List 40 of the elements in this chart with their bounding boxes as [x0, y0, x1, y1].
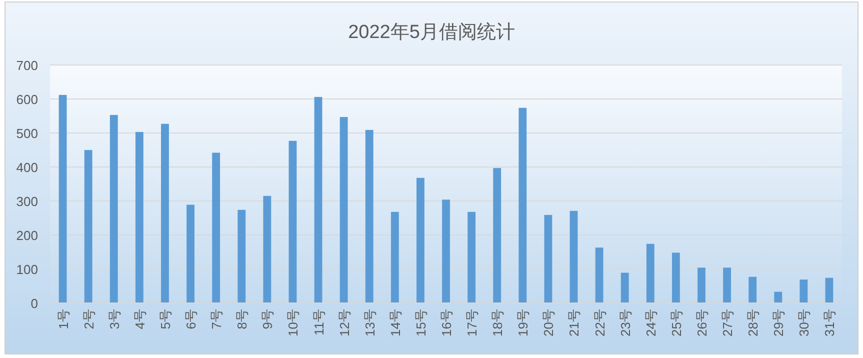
- x-tick-label: 1号: [56, 309, 71, 330]
- x-tick-label: 30号: [796, 309, 812, 336]
- x-tick-label: 19号: [516, 309, 531, 336]
- x-tick-label: 28号: [746, 309, 761, 336]
- x-tick-label: 18号: [490, 309, 506, 336]
- y-tick-label: 100: [16, 262, 38, 277]
- x-tick-label: 7号: [209, 309, 224, 330]
- x-tick-label: 8号: [234, 309, 250, 330]
- chart-title: 2022年5月借阅统计: [348, 22, 515, 43]
- x-tick-label: 27号: [720, 309, 736, 336]
- x-tick-label: 9号: [260, 309, 276, 330]
- x-tick-label: 6号: [184, 309, 199, 330]
- x-tick-label: 21号: [566, 309, 582, 336]
- x-tick-label: 3号: [106, 309, 122, 330]
- x-tick-label: 10号: [286, 309, 301, 336]
- y-tick-label: 300: [16, 194, 38, 209]
- x-tick-label: 13号: [362, 309, 378, 336]
- x-tick-label: 23号: [618, 309, 633, 336]
- y-tick-label: 700: [16, 58, 38, 73]
- x-tick-label: 31号: [822, 309, 838, 336]
- x-tick-label: 25号: [668, 309, 684, 336]
- x-tick-label: 26号: [694, 309, 710, 336]
- x-tick-label: 24号: [643, 309, 658, 336]
- x-tick-label: 4号: [132, 309, 148, 330]
- x-tick-label: 5号: [158, 309, 173, 330]
- x-tick-label: 20号: [541, 309, 556, 336]
- y-tick-label: 500: [16, 126, 38, 141]
- y-tick-label: 400: [16, 160, 38, 175]
- x-tick-label: 17号: [464, 309, 480, 336]
- x-tick-label: 2号: [81, 309, 96, 330]
- x-tick-label: 15号: [413, 309, 428, 336]
- y-tick-label: 0: [30, 296, 38, 311]
- x-tick-label: 14号: [388, 309, 403, 336]
- x-tick-label: 16号: [439, 309, 454, 336]
- x-tick-label: 12号: [336, 309, 352, 336]
- x-tick-label: 22号: [592, 309, 608, 336]
- x-tick-label: 11号: [311, 309, 326, 336]
- x-tick-label: 29号: [771, 309, 786, 336]
- y-tick-label: 200: [16, 228, 38, 243]
- y-tick-label: 600: [16, 92, 38, 107]
